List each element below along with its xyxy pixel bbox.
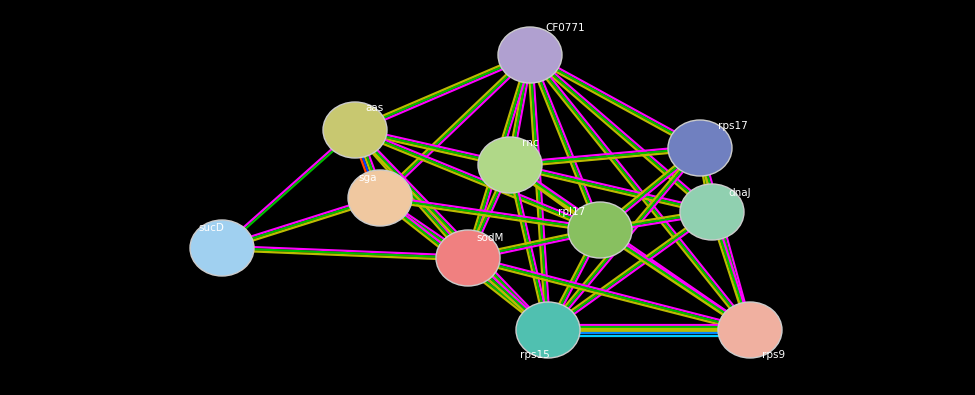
Ellipse shape <box>498 27 562 83</box>
Ellipse shape <box>323 102 387 158</box>
Text: sucD: sucD <box>198 223 224 233</box>
Ellipse shape <box>348 170 412 226</box>
Ellipse shape <box>718 302 782 358</box>
Text: rps17: rps17 <box>718 121 748 131</box>
Ellipse shape <box>680 184 744 240</box>
Text: rpl17: rpl17 <box>558 207 585 217</box>
Ellipse shape <box>568 202 632 258</box>
Text: CF0771: CF0771 <box>545 23 585 33</box>
Text: aas: aas <box>365 103 383 113</box>
Ellipse shape <box>478 137 542 193</box>
Text: sga: sga <box>358 173 376 183</box>
Ellipse shape <box>516 302 580 358</box>
Text: rnc: rnc <box>522 138 538 148</box>
Ellipse shape <box>668 120 732 176</box>
Text: sodM: sodM <box>476 233 503 243</box>
Ellipse shape <box>190 220 254 276</box>
Ellipse shape <box>436 230 500 286</box>
Text: rps15: rps15 <box>520 350 550 360</box>
Text: rps9: rps9 <box>762 350 785 360</box>
Text: dnaJ: dnaJ <box>728 188 751 198</box>
